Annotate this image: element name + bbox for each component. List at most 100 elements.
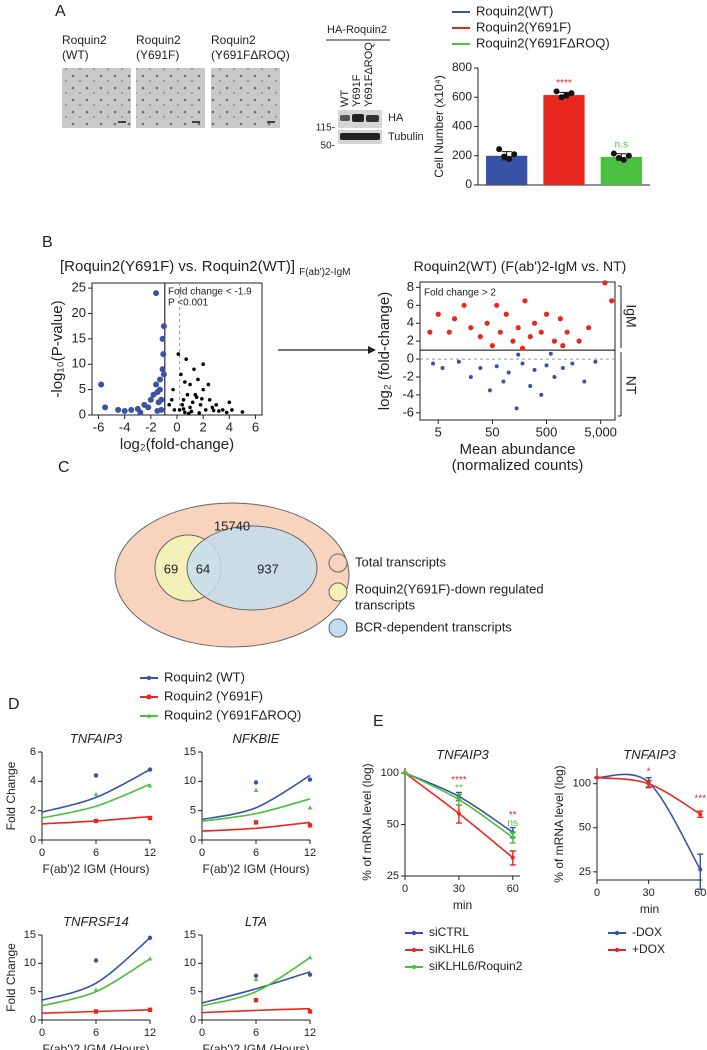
y-tick-label: 10: [184, 957, 196, 969]
point: [147, 935, 153, 941]
legend-label: Roquin2 (Y691FΔROQ): [164, 707, 301, 722]
micrograph: [136, 68, 205, 128]
arrow: [278, 346, 376, 354]
data-point: [620, 156, 627, 163]
point: [169, 397, 174, 402]
fit-line: [201, 1007, 311, 1014]
significance-label: ****: [556, 78, 572, 89]
point: [461, 302, 467, 308]
point: [560, 343, 566, 349]
chart-title: [Roquin2(Y691F) vs. Roquin2(WT)] F(ab')2-…: [60, 258, 350, 278]
chart-title: TNFRSF14: [63, 914, 129, 929]
x-tick-label: 0: [199, 847, 205, 859]
micrograph-label: (Y691F): [136, 48, 179, 62]
point: [171, 387, 175, 392]
x-tick-label: 5,000: [584, 424, 617, 439]
point: [188, 405, 192, 410]
lane-label: Y691F: [351, 74, 363, 107]
point: [230, 408, 234, 412]
point: [128, 406, 135, 413]
legend-label: Roquin2 (Y691F): [164, 688, 263, 703]
chart-title: LTA: [245, 914, 267, 929]
fit-line: [41, 768, 151, 813]
point: [147, 783, 153, 788]
point: [197, 411, 202, 415]
chart-title-text: [Roquin2(Y691F) vs. Roquin2(WT)]: [60, 258, 295, 275]
point: [510, 855, 515, 860]
point: [206, 382, 211, 387]
x-tick-label: 0: [402, 883, 408, 895]
point: [227, 400, 232, 405]
legend-label: Roquin2 (WT): [164, 669, 245, 684]
point: [543, 311, 550, 317]
point: [146, 713, 152, 718]
legend-label: Roquin2(Y691F): [476, 19, 571, 34]
side-bracket: [618, 285, 622, 417]
point: [160, 351, 167, 358]
x-axis-label: Mean abundance: [460, 441, 576, 458]
point: [102, 404, 109, 411]
point: [253, 820, 259, 825]
fit-line: [41, 783, 151, 819]
x-tick-label: 60: [507, 883, 519, 895]
point: [176, 352, 181, 356]
data-point: [558, 94, 565, 101]
y-tick-label: 20: [72, 305, 86, 320]
blot-title: HA-Roquin2: [327, 24, 387, 36]
annotation: P <0.001: [168, 298, 209, 309]
y-tick-label: 5: [190, 986, 196, 998]
venn-legend-label: Roquin2(Y691F)-down regulated: [355, 581, 544, 596]
point: [201, 387, 205, 392]
data-point: [496, 146, 503, 153]
data-point: [506, 155, 513, 162]
x-tick-label: 0: [594, 887, 600, 899]
panel-label: D: [8, 696, 20, 713]
y-tick-label: 4: [407, 315, 414, 330]
venn-count: 69: [164, 561, 178, 576]
fit-line: [596, 773, 701, 870]
point: [220, 408, 225, 412]
point: [196, 377, 200, 382]
chart-title-text: NFKBIE: [233, 731, 280, 746]
y-tick-label: 15: [24, 929, 36, 941]
mw-marker: 50-: [321, 141, 335, 152]
side-label: NT: [623, 376, 639, 395]
plot-frame: [419, 281, 616, 421]
y-tick-label: 0: [30, 834, 36, 846]
side-label: IgM: [623, 304, 639, 327]
panel-label: E: [373, 713, 384, 730]
x-tick-label: 0: [173, 419, 180, 434]
significance-label: **: [455, 783, 463, 794]
point: [253, 997, 259, 1003]
blot-band: [340, 115, 350, 121]
point: [93, 1009, 99, 1014]
panel-label: C: [58, 459, 70, 476]
y-tick-label: 0: [190, 1014, 196, 1026]
significance-label: n.s: [615, 139, 628, 150]
point: [544, 363, 549, 368]
x-tick-label: 30: [453, 883, 465, 895]
y-tick-label: 0: [79, 406, 86, 421]
y-tick-label: 25: [72, 280, 86, 295]
y-tick-label: 100: [381, 767, 399, 779]
point: [307, 1009, 313, 1014]
point: [494, 302, 500, 308]
point: [93, 773, 99, 778]
blot-band: [366, 115, 379, 122]
x-tick-label: 0: [39, 1027, 45, 1039]
point: [497, 329, 503, 335]
point: [440, 366, 445, 371]
fit-line: [201, 971, 311, 1004]
point: [307, 777, 313, 782]
micrograph-label: (Y691FΔROQ): [211, 48, 290, 62]
y-tick-label: 0: [465, 177, 472, 191]
point: [552, 374, 557, 379]
x-axis-label: min: [453, 898, 472, 912]
y-axis-label: Fold Change: [4, 943, 18, 1012]
bar: [600, 156, 642, 185]
point: [147, 815, 153, 821]
x-tick-label: 30: [643, 887, 655, 899]
y-tick-label: 8: [407, 279, 414, 294]
y-tick-label: -2: [402, 368, 414, 383]
